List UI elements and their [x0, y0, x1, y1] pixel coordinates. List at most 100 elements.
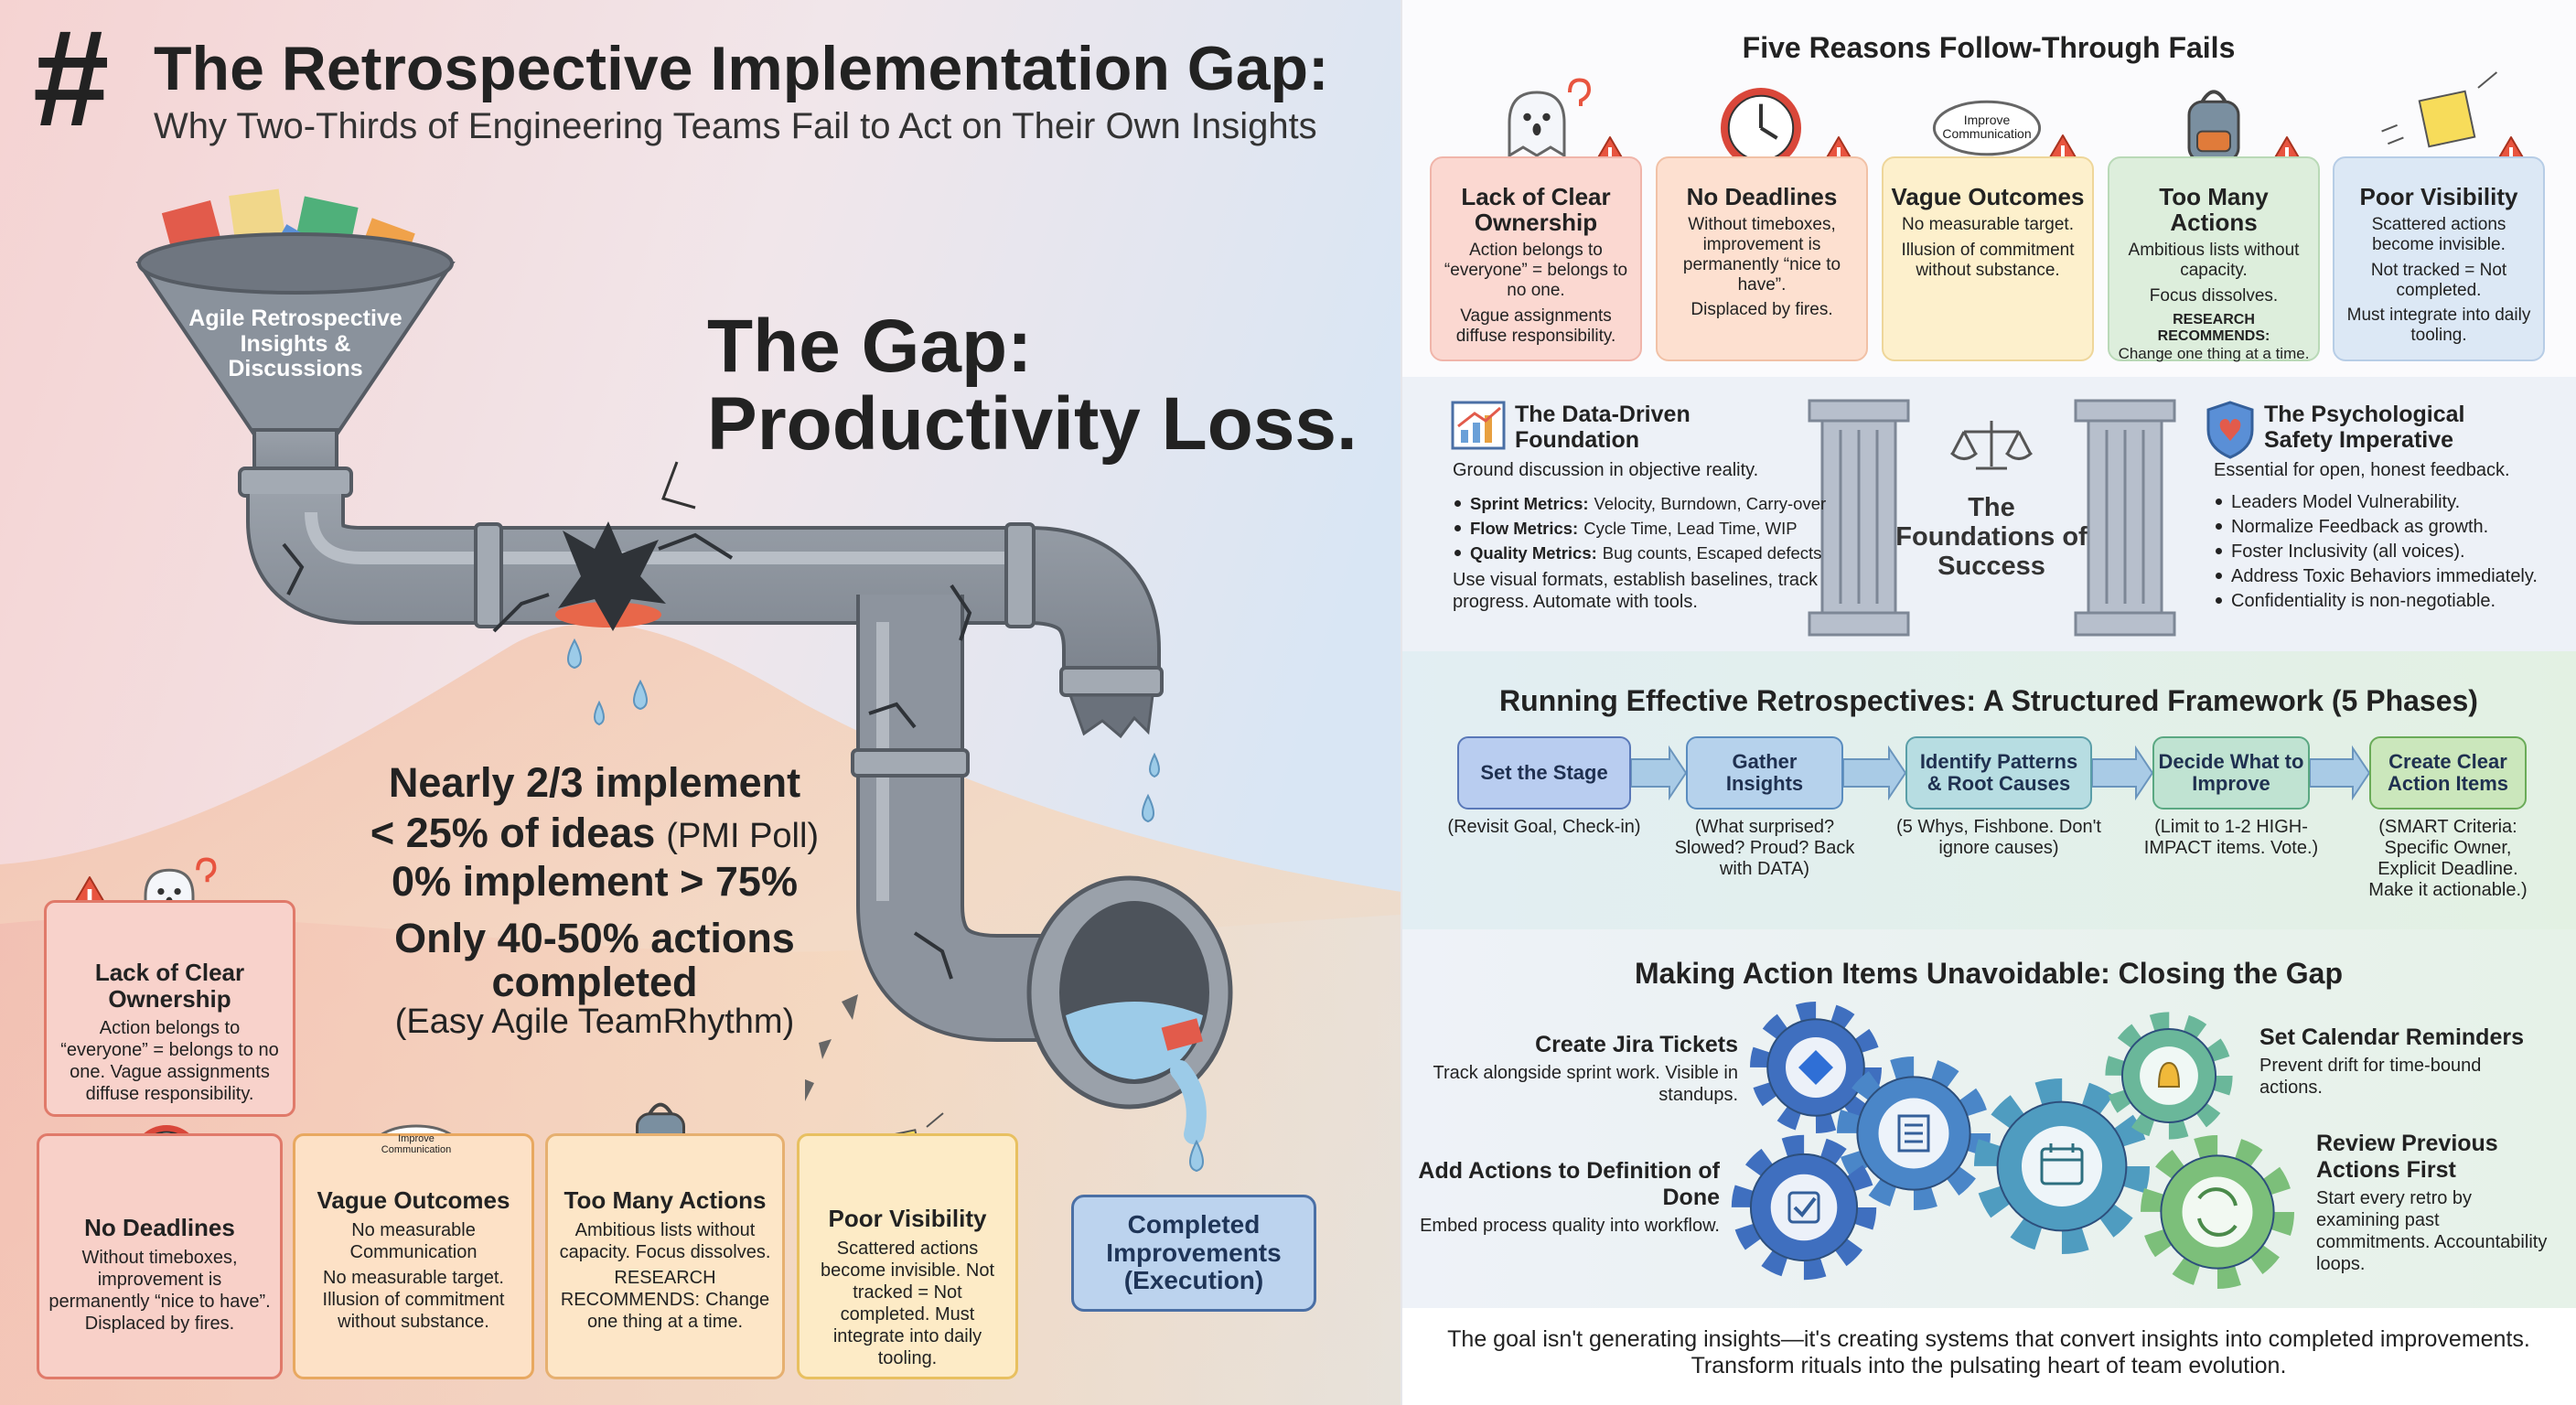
- item-text: Start every retro by examining past comm…: [2316, 1187, 2548, 1274]
- stat-text: Nearly 2/3 implement: [388, 759, 801, 806]
- phase-arrow: [1842, 745, 1907, 801]
- card-title: Too Many Actions: [2159, 183, 2269, 237]
- warning-icon: [2061, 145, 2065, 161]
- bullet-text: Address Toxic Behaviors immediately.: [2231, 566, 2538, 586]
- bullet: Flow Metrics: Cycle Time, Lead Time, WIP: [1453, 519, 1837, 539]
- shield-icon: [2206, 401, 2254, 459]
- card-text: Action belongs to “everyone” = belongs t…: [60, 1018, 279, 1105]
- ghost-icon: [157, 887, 165, 896]
- phase-detail: (Limit to 1-2 HIGH-IMPACT items. Vote.): [2139, 817, 2324, 859]
- bullet: Quality Metrics: Bug counts, Escaped defe…: [1453, 543, 1837, 563]
- foundation-title: The Data-Driven Foundation: [1515, 402, 1753, 453]
- motion-lines: [2381, 71, 2498, 145]
- warning-icon: [2285, 147, 2289, 163]
- stat-text: < 25% of ideas: [370, 810, 656, 856]
- intro-text: Ground discussion in objective reality.: [1453, 460, 1759, 480]
- cloud-text: Improve Communication: [1939, 113, 2034, 140]
- card-note: RESEARCH RECOMMENDS: Change one thing at …: [555, 1267, 775, 1333]
- bullet-dot: [2216, 597, 2222, 604]
- phase-name: Create Clear Action Items: [2387, 749, 2509, 795]
- card-text: Ambitious lists without capacity.: [2128, 241, 2300, 280]
- phase-detail-text: (What surprised? Slowed? Proud? Back wit…: [1674, 817, 1855, 879]
- card-text: Illusion of commitment without substance…: [1901, 240, 2075, 280]
- reason-card: Poor Visibility Scattered actions become …: [2333, 156, 2545, 361]
- reason-card: No Deadlines Without timeboxes, improveme…: [1656, 156, 1868, 361]
- phase-box: Set the Stage: [1457, 736, 1631, 810]
- bullet-text: Leaders Model Vulnerability.: [2231, 492, 2461, 512]
- item-title: Set Calendar Reminders: [2259, 1024, 2524, 1050]
- gear: [2105, 1012, 2233, 1140]
- bullet-label: Quality Metrics:: [1470, 543, 1597, 563]
- problem-card: Vague Outcomes No measurable Communicatio…: [293, 1133, 534, 1379]
- phase-detail: (Revisit Goal, Check-in): [1444, 817, 1645, 838]
- card-text: Without timeboxes, improvement is perman…: [48, 1247, 271, 1334]
- foundations-center: The Foundations of Success: [1895, 493, 2088, 581]
- title-text: The Data-Driven Foundation: [1515, 402, 1690, 453]
- bullet-text: Normalize Feedback as growth.: [2231, 517, 2489, 537]
- bullet-text: Bug counts, Escaped defects: [1602, 543, 1822, 563]
- phase-name: Decide What to Improve: [2158, 749, 2304, 795]
- main-title: The Retrospective Implementation Gap:: [154, 34, 1329, 103]
- item-title: Add Actions to Definition of Done: [1418, 1158, 1720, 1210]
- item-title: Create Jira Tickets: [1535, 1032, 1738, 1057]
- card-title: No Deadlines: [1686, 183, 1838, 210]
- warning-icon: [2509, 147, 2513, 163]
- stat-line: completed: [274, 959, 915, 1006]
- note-label: RESEARCH RECOMMENDS:: [2157, 311, 2270, 344]
- closing-item: Set Calendar Reminders Prevent drift for …: [2259, 1024, 2534, 1099]
- problem-card: No Deadlines Without timeboxes, improveme…: [37, 1133, 283, 1379]
- bullet-dot: [2216, 548, 2222, 554]
- card-title: Vague Outcomes: [317, 1186, 510, 1214]
- funnel-label: Agile Retrospective Insights & Discussio…: [188, 306, 402, 381]
- stat-text: completed: [491, 959, 698, 1005]
- bullet-dot: [2216, 573, 2222, 579]
- stat-source-text: (Easy Agile TeamRhythm): [394, 1003, 795, 1041]
- sticky-note-icon: [2418, 90, 2476, 148]
- phase-arrow: [2309, 745, 2371, 801]
- checklist-icon: [1897, 1114, 1930, 1153]
- outlet-label-box: Completed Improvements (Execution): [1071, 1195, 1316, 1312]
- checklist-icon: [1905, 1123, 1923, 1143]
- gap-title: The Gap:: [707, 305, 1033, 388]
- cloud-text: Improve Communication: [377, 1133, 456, 1155]
- title-text: The Psychological Safety Imperative: [2264, 402, 2465, 453]
- ghost-icon: [1532, 123, 1541, 136]
- closing-item: Review Previous Actions First Start every…: [2316, 1131, 2554, 1275]
- reasons-title: Five Reasons Follow-Through Fails: [1742, 31, 2236, 64]
- phase-detail: (What surprised? Slowed? Proud? Back wit…: [1672, 817, 1857, 880]
- card-text: Ambitious lists without capacity. Focus …: [559, 1219, 771, 1262]
- phase-arrow: [1630, 745, 1688, 801]
- card-text: Scattered actions become invisible. Not …: [820, 1238, 995, 1368]
- problem-card: Poor Visibility Scattered actions become …: [797, 1133, 1018, 1379]
- gear: [2022, 1126, 2102, 1207]
- bell-icon: [2157, 1061, 2181, 1088]
- note-text: Change one thing at a time.: [2118, 344, 2310, 362]
- pillars: [1808, 399, 2176, 637]
- reason-card: Lack of Clear Ownership Action belongs to…: [1430, 156, 1642, 361]
- foundation-title: The Psychological Safety Imperative: [2264, 402, 2538, 453]
- phase-box: Create Clear Action Items: [2369, 736, 2527, 810]
- backpack-icon: [2200, 90, 2227, 103]
- card-title: Too Many Actions: [564, 1186, 767, 1214]
- stat-line: 0% implement > 75%: [274, 858, 915, 906]
- backpack-icon: [648, 1102, 673, 1115]
- footer: The goal isn't generating insights—it's …: [1401, 1326, 2576, 1379]
- stat-source: (Easy Agile TeamRhythm): [274, 1003, 915, 1042]
- phase-box: Decide What to Improve: [2152, 736, 2310, 810]
- cloud-icon: [1932, 100, 2042, 156]
- card-text: No measurable Communication: [349, 1219, 478, 1262]
- bullet-text: Cycle Time, Lead Time, WIP: [1583, 519, 1798, 538]
- gear: [1750, 1002, 1882, 1133]
- phase-box: Identify Patterns & Root Causes: [1905, 736, 2092, 810]
- foundation-intro: Ground discussion in objective reality.: [1453, 460, 1837, 481]
- card-title: Lack of Clear Ownership: [94, 959, 245, 1013]
- card-title: Poor Visibility: [828, 1205, 987, 1232]
- gear: [1837, 1056, 1991, 1210]
- stat-line: Only 40-50% actions: [274, 915, 915, 962]
- card-title: No Deadlines: [84, 1214, 235, 1241]
- phase-name: Gather Insights: [1725, 749, 1804, 795]
- stat-line: < 25% of ideas (PMI Poll): [274, 810, 915, 857]
- done-icon: [1787, 1191, 1820, 1224]
- phase-detail-text: (Limit to 1-2 HIGH-IMPACT items. Vote.): [2143, 817, 2319, 858]
- note-label: RESEARCH RECOMMENDS:: [560, 1267, 716, 1310]
